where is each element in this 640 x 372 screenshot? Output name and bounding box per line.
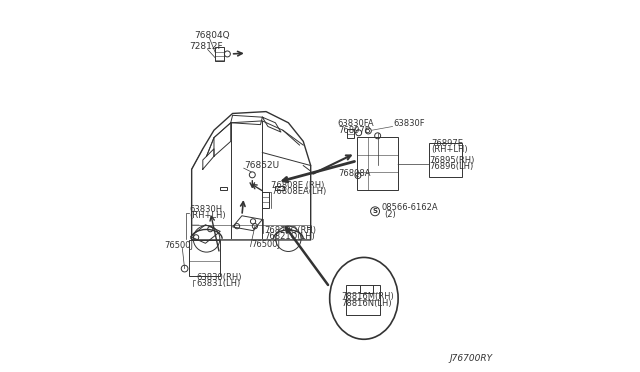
Text: 76808EA(LH): 76808EA(LH) xyxy=(271,187,326,196)
Text: 76895(RH): 76895(RH) xyxy=(429,156,474,165)
Text: 76808E (RH): 76808E (RH) xyxy=(271,181,324,190)
Text: 63830H: 63830H xyxy=(189,205,222,214)
Text: 78816N(LH): 78816N(LH) xyxy=(342,299,392,308)
Text: (RH+LH): (RH+LH) xyxy=(431,145,467,154)
Text: 76821Q(LH): 76821Q(LH) xyxy=(264,232,315,241)
Text: 63830(RH): 63830(RH) xyxy=(196,273,242,282)
Text: 63831(LH): 63831(LH) xyxy=(196,279,241,288)
Text: (RH+LH): (RH+LH) xyxy=(189,211,226,220)
Text: 08566-6162A: 08566-6162A xyxy=(381,203,438,212)
Text: 76897B: 76897B xyxy=(338,126,371,135)
Text: 63830F: 63830F xyxy=(394,119,426,128)
Text: 63830FA: 63830FA xyxy=(338,119,374,128)
Text: S: S xyxy=(372,208,378,214)
Text: 76896(LH): 76896(LH) xyxy=(429,162,473,171)
Text: (2): (2) xyxy=(384,209,396,218)
Text: 78816M(RH): 78816M(RH) xyxy=(342,292,394,301)
Text: J76700RY: J76700RY xyxy=(450,354,493,363)
Text: 76820Q(RH): 76820Q(RH) xyxy=(264,225,316,234)
Text: 76500J: 76500J xyxy=(164,241,193,250)
Text: 76500J: 76500J xyxy=(251,240,280,248)
Text: 76852U: 76852U xyxy=(244,161,279,170)
Text: 72812F: 72812F xyxy=(189,42,223,51)
Text: 76897E: 76897E xyxy=(431,139,463,148)
Text: 76804Q: 76804Q xyxy=(195,31,230,40)
Text: 76808A: 76808A xyxy=(338,169,371,177)
